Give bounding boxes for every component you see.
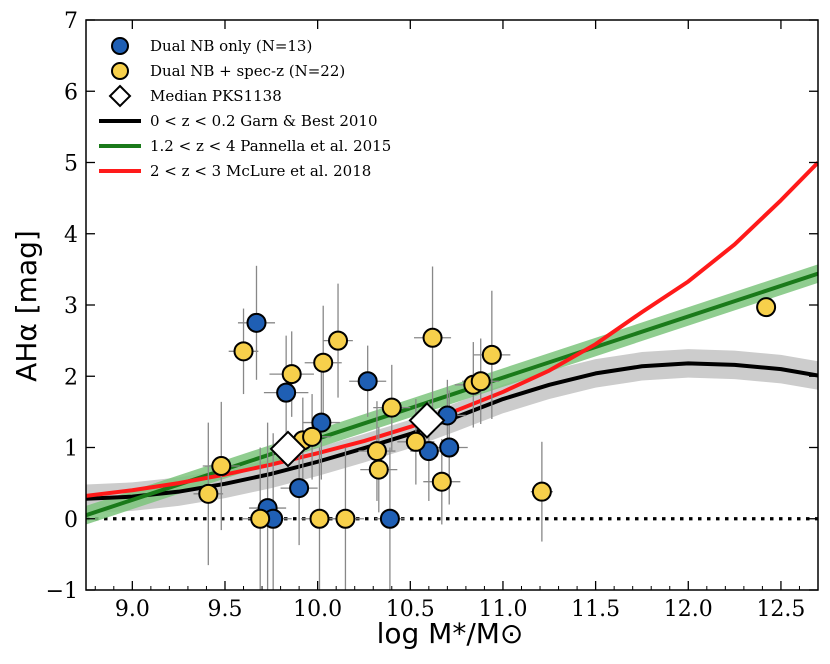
y-tick-label: 4 xyxy=(64,223,78,248)
legend-label: 0 < z < 0.2 Garn & Best 2010 xyxy=(150,112,378,130)
dual-nb-specz-point xyxy=(531,481,552,502)
y-tick-label: 1 xyxy=(64,437,78,462)
legend-entry-garn-best: 0 < z < 0.2 Garn & Best 2010 xyxy=(99,112,378,130)
dual-nb-point xyxy=(439,437,460,458)
dual-nb-specz-point xyxy=(481,344,502,365)
dual-nb-specz-point xyxy=(470,371,491,392)
legend-label: Dual NB + spec-z (N=22) xyxy=(150,62,345,80)
legend-entry-dual-nb: Dual NB only (N=13) xyxy=(111,37,312,55)
dual-nb-point xyxy=(379,508,400,529)
dual-nb-point xyxy=(311,412,332,433)
legend-entry-mclure: 2 < z < 3 McLure et al. 2018 xyxy=(99,162,371,180)
garn-best-band xyxy=(86,349,818,514)
dual-nb-specz-point xyxy=(309,508,330,529)
plot-area xyxy=(86,161,818,590)
legend-label: 2 < z < 3 McLure et al. 2018 xyxy=(150,162,371,180)
legend: Dual NB only (N=13) Dual NB + spec-z (N=2… xyxy=(99,37,391,180)
y-tick-label: 3 xyxy=(64,294,78,319)
legend-marker-circle xyxy=(111,37,129,55)
dual-nb-point xyxy=(357,371,378,392)
dual-nb-specz-point xyxy=(381,397,402,418)
dual-nb-specz-point xyxy=(422,327,443,348)
dual-nb-specz-point xyxy=(368,459,389,480)
legend-label: Dual NB only (N=13) xyxy=(150,37,312,55)
x-tick-label: 10.5 xyxy=(386,597,435,622)
x-tick-label: 10.0 xyxy=(293,597,342,622)
x-tick-label: 9.5 xyxy=(207,597,242,622)
plot-clip-group xyxy=(86,161,818,590)
dual-nb-specz-point xyxy=(233,341,254,362)
legend-entry-dual-nb-specz: Dual NB + spec-z (N=22) xyxy=(111,62,345,80)
y-tick-label: 0 xyxy=(64,508,78,533)
dual-nb-specz-point xyxy=(211,456,232,477)
dual-nb-point xyxy=(276,382,297,403)
y-tick-label: 5 xyxy=(64,152,78,177)
y-tick-label: 6 xyxy=(64,80,78,105)
x-tick-label: 12.5 xyxy=(756,597,805,622)
x-tick-label: 12.0 xyxy=(664,597,713,622)
x-tick-label: 11.5 xyxy=(571,597,620,622)
dual-nb-specz-point xyxy=(313,352,334,373)
dual-nb-specz-point xyxy=(281,364,302,385)
dual-nb-specz-point xyxy=(335,508,356,529)
dual-nb-specz-point xyxy=(431,471,452,492)
dual-nb-point xyxy=(246,312,267,333)
axes: 9.0 9.5 10.0 10.5 11.0 11.5 12.0 12.5 −1 0 1 2 3 4 5 6 7 xyxy=(46,9,819,622)
dual-nb-specz-point xyxy=(756,297,777,318)
legend-marker-diamond xyxy=(108,84,132,108)
median-pks1138-marker xyxy=(408,402,446,439)
y-axis-title: AHα [mag] xyxy=(10,230,43,382)
median-pks1138-marker xyxy=(269,430,307,468)
dual-nb-specz-point xyxy=(250,508,271,529)
dual-nb-point xyxy=(289,478,310,499)
dual-nb-specz-point xyxy=(366,441,387,462)
mclure-curve xyxy=(86,161,818,498)
dual-nb-specz-point xyxy=(405,431,426,452)
y-tick-label: 7 xyxy=(64,9,78,34)
legend-marker-circle xyxy=(111,62,129,80)
y-tick-label: 2 xyxy=(64,365,78,390)
legend-label: Median PKS1138 xyxy=(150,87,282,105)
dual-nb-specz-point xyxy=(328,330,349,351)
y-tick-label: −1 xyxy=(46,579,78,604)
dual-nb-specz-point xyxy=(198,483,219,504)
x-axis-title: log M*/M⊙ xyxy=(377,617,524,650)
legend-entry-median: Median PKS1138 xyxy=(108,84,282,108)
dual-nb-specz-point xyxy=(302,426,323,447)
legend-label: 1.2 < z < 4 Pannella et al. 2015 xyxy=(150,137,391,155)
x-tick-label: 11.0 xyxy=(478,597,527,622)
legend-entry-pannella: 1.2 < z < 4 Pannella et al. 2015 xyxy=(99,137,391,155)
x-tick-label: 9.0 xyxy=(115,597,150,622)
